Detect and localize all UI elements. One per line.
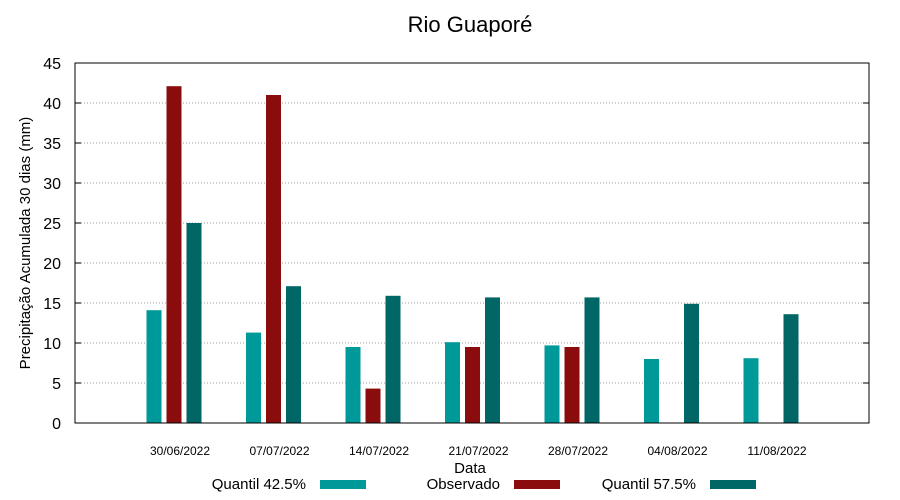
bar: [385, 295, 401, 423]
bar: [465, 347, 480, 423]
y-axis-ticks: 0 5 10 15 20 25 30 35 40 45: [43, 56, 869, 433]
y-tick-label: 0: [52, 416, 61, 433]
legend-label: Quantil 42.5%: [212, 476, 306, 493]
x-tick-label: 28/07/2022: [548, 444, 608, 458]
y-tick-label: 20: [43, 256, 61, 273]
x-axis-ticks: 30/06/2022 07/07/2022 14/07/2022 21/07/2022…: [150, 444, 807, 458]
bar: [166, 86, 182, 423]
x-tick-label: 30/06/2022: [150, 444, 210, 458]
bar: [345, 347, 361, 423]
bar: [783, 314, 799, 423]
y-tick-label: 30: [43, 176, 61, 193]
x-tick-label: 21/07/2022: [448, 444, 508, 458]
bar: [684, 303, 699, 423]
chart-title: Rio Guaporé: [408, 12, 533, 37]
legend-label: Quantil 57.5%: [602, 476, 696, 493]
y-tick-label: 15: [43, 296, 61, 313]
bar: [445, 342, 460, 423]
bar: [743, 358, 759, 423]
y-tick-label: 45: [43, 56, 61, 73]
bar: [365, 388, 381, 423]
x-tick-label: 07/07/2022: [249, 444, 309, 458]
bar: [644, 359, 659, 423]
y-tick-label: 35: [43, 136, 61, 153]
y-tick-label: 25: [43, 216, 61, 233]
bar-group: [146, 86, 799, 423]
legend: Quantil 42.5% Observado Quantil 57.5%: [212, 476, 756, 493]
x-tick-label: 14/07/2022: [349, 444, 409, 458]
y-tick-label: 40: [43, 96, 61, 113]
plot-frame: [74, 62, 870, 424]
legend-swatch: [514, 480, 560, 489]
x-tick-label: 11/08/2022: [747, 444, 806, 458]
bar: [485, 297, 500, 423]
y-tick-label: 10: [43, 336, 61, 353]
x-tick-label: 04/08/2022: [647, 444, 707, 458]
grid-lines: [75, 102, 869, 384]
bar: [286, 286, 301, 423]
y-tick-label: 5: [52, 376, 61, 393]
bar: [564, 347, 580, 423]
legend-swatch: [320, 480, 366, 489]
y-axis-label: Precipitação Acumulada 30 dias (mm): [17, 117, 34, 370]
bar: [544, 345, 560, 423]
bar: [584, 297, 600, 423]
bar: [266, 95, 281, 423]
bar: [146, 310, 162, 423]
bar: [186, 223, 202, 423]
legend-label: Observado: [427, 476, 500, 493]
legend-swatch: [710, 480, 756, 489]
x-axis-label: Data: [454, 460, 486, 477]
bar: [246, 332, 261, 423]
